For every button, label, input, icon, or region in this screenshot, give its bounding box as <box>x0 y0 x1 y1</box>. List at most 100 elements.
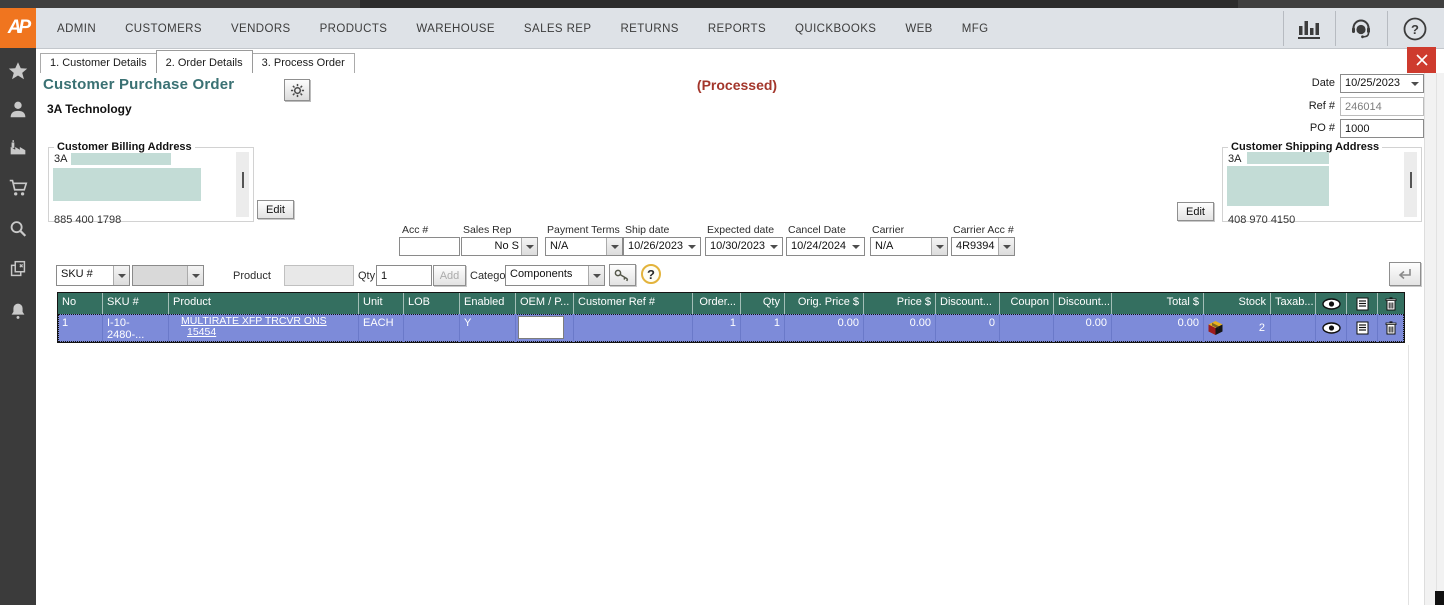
chevron-down-icon[interactable] <box>113 266 129 285</box>
carrier-acc-combobox[interactable]: 4R9394 <box>951 237 1015 256</box>
menu-customers[interactable]: CUSTOMERS <box>125 22 202 35</box>
payment-terms-label: Payment Terms <box>547 224 620 236</box>
cancel-date-combobox[interactable]: 10/24/2024 <box>786 237 865 256</box>
text-caret <box>242 172 244 188</box>
menu-quickbooks[interactable]: QUICKBOOKS <box>795 22 877 35</box>
chevron-down-icon[interactable] <box>998 238 1014 255</box>
col-enabled[interactable]: Enabled <box>459 293 515 314</box>
category-combobox[interactable]: Components <box>505 265 605 286</box>
sales-rep-combobox[interactable]: No S <box>461 237 538 256</box>
col-unit[interactable]: Unit <box>358 293 403 314</box>
text-caret <box>1410 172 1412 188</box>
cancel-documents-icon[interactable] <box>6 257 30 281</box>
close-button[interactable] <box>1407 47 1436 73</box>
tab-order-details[interactable]: 2. Order Details <box>155 50 253 73</box>
add-button[interactable]: Add <box>433 265 466 286</box>
billing-edit-button[interactable]: Edit <box>257 200 294 219</box>
tab-process-order[interactable]: 3. Process Order <box>251 53 355 73</box>
headset-icon <box>1352 19 1370 39</box>
col-coupon[interactable]: Coupon <box>999 293 1053 314</box>
enter-line-button[interactable] <box>1389 262 1421 286</box>
menu-admin[interactable]: ADMIN <box>57 22 97 35</box>
date-combobox[interactable]: 10/25/2023 <box>1340 74 1424 93</box>
col-product[interactable]: Product <box>168 293 358 314</box>
keys-button[interactable] <box>609 264 636 286</box>
shipping-edit-button[interactable]: Edit <box>1177 202 1214 221</box>
menu-vendors[interactable]: VENDORS <box>230 22 291 35</box>
row-delete-button[interactable] <box>1377 314 1404 342</box>
shopping-cart-icon[interactable] <box>6 175 30 199</box>
col-discount1[interactable]: Discount... <box>935 293 999 314</box>
gear-icon <box>290 83 304 97</box>
oem-edit-field[interactable] <box>518 316 564 339</box>
cell-qty: 1 <box>740 314 784 342</box>
help-icon[interactable]: ? <box>641 264 661 284</box>
factory-icon[interactable] <box>6 135 30 159</box>
app-logo[interactable]: AP <box>0 8 36 48</box>
menu-sales-rep[interactable]: SALES REP <box>523 22 592 35</box>
close-icon <box>1415 54 1428 66</box>
col-discount2[interactable]: Discount... <box>1053 293 1111 314</box>
col-oem[interactable]: OEM / P... <box>515 293 573 314</box>
tab-customer-details[interactable]: 1. Customer Details <box>40 53 157 73</box>
chevron-down-icon[interactable] <box>931 238 947 255</box>
chevron-down-icon[interactable] <box>1407 75 1423 92</box>
table-row[interactable]: 1 I-10-2480-... MULTIRATE XFP TRCVR ONS … <box>58 314 1404 342</box>
col-notes-icon[interactable] <box>1346 293 1377 314</box>
col-price[interactable]: Price $ <box>863 293 935 314</box>
notifications-bell-icon[interactable] <box>6 299 30 323</box>
chevron-down-icon[interactable] <box>606 238 622 255</box>
col-stock[interactable]: Stock <box>1203 293 1270 314</box>
menu-products[interactable]: PRODUCTS <box>319 22 388 35</box>
chevron-down-icon[interactable] <box>848 238 864 255</box>
acc-number-field[interactable] <box>399 237 460 256</box>
reports-chart-button[interactable] <box>1284 13 1334 45</box>
col-view-icon[interactable] <box>1315 293 1346 314</box>
carrier-combobox[interactable]: N/A <box>870 237 948 256</box>
question-mark-icon: ? <box>1403 17 1427 41</box>
order-settings-button[interactable] <box>284 79 310 101</box>
chevron-down-icon[interactable] <box>187 266 203 285</box>
chevron-down-icon[interactable] <box>521 238 537 255</box>
col-no[interactable]: No <box>62 296 77 308</box>
row-view-button[interactable] <box>1315 314 1346 342</box>
row-notes-button[interactable] <box>1346 314 1377 342</box>
col-lob[interactable]: LOB <box>403 293 459 314</box>
po-number-field[interactable] <box>1340 119 1424 138</box>
panel-edge-line <box>1436 73 1437 605</box>
col-order[interactable]: Order... <box>692 293 740 314</box>
col-customer-ref[interactable]: Customer Ref # <box>573 293 692 314</box>
qty-field[interactable] <box>376 265 432 286</box>
cell-unit: EACH <box>358 314 403 342</box>
chevron-down-icon[interactable] <box>684 238 700 255</box>
ship-date-combobox[interactable]: 10/26/2023 <box>623 237 701 256</box>
sku-type-combobox[interactable]: SKU # <box>56 265 130 286</box>
help-button[interactable]: ? <box>1390 13 1440 45</box>
menu-returns[interactable]: RETURNS <box>620 22 679 35</box>
product-link[interactable]: MULTIRATE XFP TRCVR ONS 15454 <box>181 315 327 338</box>
menu-web[interactable]: WEB <box>905 22 933 35</box>
payment-terms-combobox[interactable]: N/A <box>545 237 623 256</box>
billing-address-text: 3A <box>54 153 68 165</box>
support-button[interactable] <box>1336 13 1386 45</box>
window-titlebar <box>0 0 1444 8</box>
resize-corner[interactable] <box>1435 591 1444 605</box>
search-icon[interactable] <box>6 217 30 241</box>
chevron-down-icon[interactable] <box>766 238 782 255</box>
sku-value-combobox[interactable] <box>132 265 204 286</box>
favorites-star-icon[interactable] <box>6 59 30 83</box>
menu-warehouse[interactable]: WAREHOUSE <box>416 22 495 35</box>
expected-date-combobox[interactable]: 10/30/2023 <box>705 237 783 256</box>
chevron-down-icon[interactable] <box>588 266 604 285</box>
customer-person-icon[interactable] <box>6 97 30 121</box>
col-delete-icon[interactable] <box>1377 293 1404 314</box>
col-sku[interactable]: SKU # <box>102 293 168 314</box>
menu-reports[interactable]: REPORTS <box>707 22 767 35</box>
col-taxable[interactable]: Taxab... <box>1270 293 1315 314</box>
cell-price: 0.00 <box>863 314 935 342</box>
col-orig-price[interactable]: Orig. Price $ <box>784 293 863 314</box>
menu-mfg[interactable]: MFG <box>961 22 989 35</box>
col-total[interactable]: Total $ <box>1111 293 1203 314</box>
col-qty[interactable]: Qty <box>740 293 784 314</box>
